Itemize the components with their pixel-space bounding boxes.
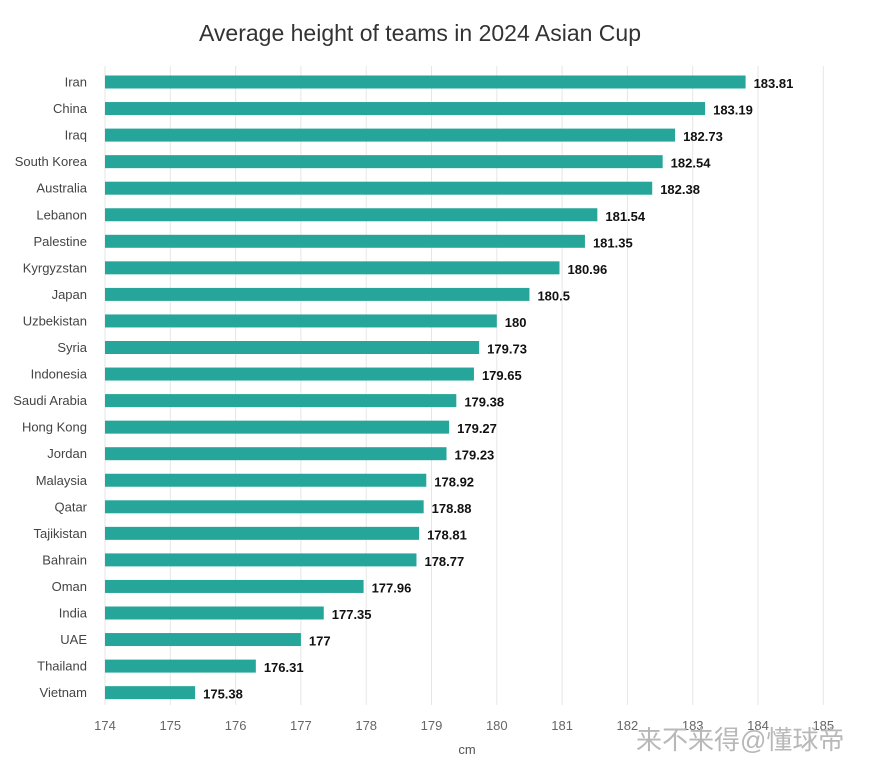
x-tick-label: 175 [159,718,181,733]
data-label: 180.96 [567,262,607,277]
category-label: China [53,101,88,116]
category-label: Malaysia [36,473,88,488]
category-label: Japan [52,287,87,302]
bar [105,606,324,620]
category-label: Vietnam [40,685,87,700]
bar [105,314,497,328]
data-label: 182.54 [671,156,712,171]
bar [105,659,256,673]
category-label: Oman [52,579,87,594]
category-label: Iran [65,75,87,90]
data-label: 179.38 [464,395,504,410]
data-label: 179.73 [487,342,527,357]
data-label: 177.35 [332,607,372,622]
data-label: 183.81 [754,76,794,91]
data-label: 180 [505,315,527,330]
bar [105,261,560,275]
data-label: 181.35 [593,235,633,250]
bar [105,553,417,567]
data-label: 177 [309,634,331,649]
bar [105,526,420,540]
category-label: Indonesia [31,367,88,382]
data-label: 182.38 [660,182,700,197]
bar [105,447,447,461]
bars [105,75,746,700]
bar [105,473,427,487]
bar [105,420,450,434]
category-label: Uzbekistan [23,313,87,328]
category-label: Saudi Arabia [13,393,87,408]
data-label: 177.96 [372,580,412,595]
watermark: 来不来得@懂球帝 [636,725,845,755]
category-label: Kyrgyzstan [23,260,87,275]
data-label: 178.92 [434,474,474,489]
category-label: UAE [60,632,87,647]
bar [105,686,196,700]
data-label: 178.81 [427,527,467,542]
category-label: Jordan [47,446,87,461]
data-label: 175.38 [203,687,243,702]
gridlines [104,66,824,705]
bar [105,367,474,381]
data-label: 176.31 [264,660,304,675]
bar [105,75,746,89]
data-label: 183.19 [713,103,753,118]
category-label: Thailand [37,659,87,674]
data-label: 179.27 [457,421,497,436]
chart-title: Average height of teams in 2024 Asian Cu… [199,20,641,46]
bar [105,155,663,169]
data-label: 179.65 [482,368,522,383]
category-label: South Korea [15,154,88,169]
x-tick-label: 176 [225,718,247,733]
category-label: Qatar [54,499,87,514]
data-label: 178.88 [432,501,472,516]
x-tick-label: 185 [812,718,834,733]
bar [105,287,530,301]
bar [105,500,424,514]
category-label: Australia [36,181,87,196]
category-labels: Iran China Iraq South Korea Australia Lebanon… [13,75,88,701]
data-label: 178.77 [424,554,464,569]
category-label: Lebanon [36,207,87,222]
category-label: India [59,606,88,621]
bar [105,102,706,116]
bar [105,181,653,195]
category-label: Palestine [34,234,87,249]
category-label: Iraq [65,128,87,143]
bar [105,579,364,593]
bar [105,341,480,354]
bar [105,394,457,408]
x-tick-label: 184 [747,718,769,733]
x-tick-label: 181 [551,718,573,733]
category-label: Hong Kong [22,420,87,435]
x-axis-label: cm [458,742,475,757]
data-label: 182.73 [683,129,723,144]
bar [105,128,676,142]
x-tick-label: 179 [421,718,443,733]
bar [105,208,598,222]
x-tick-label: 180 [486,718,508,733]
x-tick-label: 178 [355,718,377,733]
bar [105,633,301,647]
data-label: 181.54 [605,209,646,224]
category-label: Bahrain [42,552,87,567]
x-axis-ticks: 174 175 176 177 178 179 180 181 182 183 184 185 [94,718,834,733]
x-tick-label: 177 [290,718,312,733]
x-tick-label: 174 [94,718,116,733]
data-label: 180.5 [537,288,570,303]
data-label: 179.23 [455,448,495,463]
bar [105,234,585,248]
x-tick-label: 183 [682,718,704,733]
x-tick-label: 182 [617,718,639,733]
category-label: Tajikistan [34,526,87,541]
category-label: Syria [57,340,87,355]
